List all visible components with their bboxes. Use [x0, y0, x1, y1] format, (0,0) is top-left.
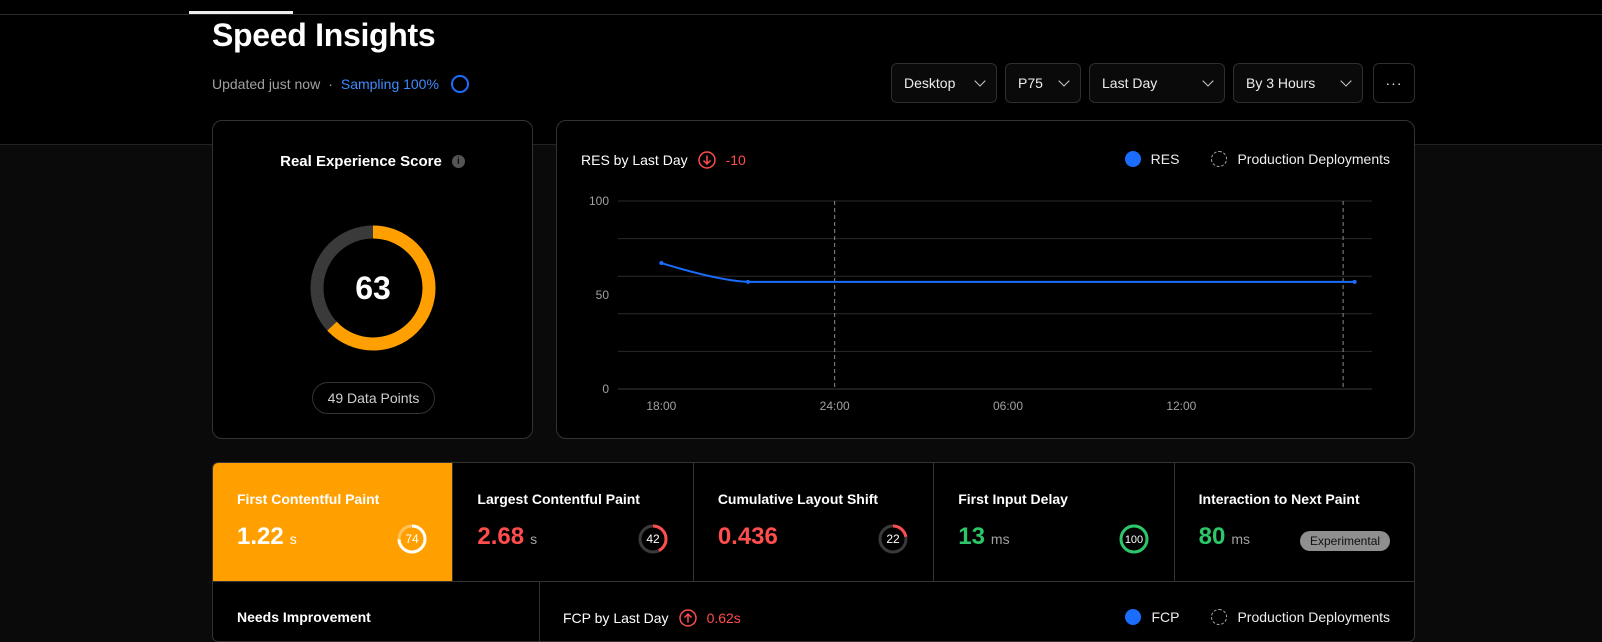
experimental-badge: Experimental — [1300, 531, 1391, 551]
score-value: 63 — [355, 269, 391, 306]
metric-fid[interactable]: First Input Delay 13 ms 100 — [934, 463, 1175, 581]
chevron-down-icon — [974, 75, 986, 87]
fcp-delta: 0.62s — [706, 610, 741, 626]
score-gauge — [310, 225, 436, 351]
data-point — [746, 279, 750, 284]
percentile-dropdown-label: P75 — [1018, 75, 1043, 91]
separator: · — [328, 76, 333, 92]
legend-deployments-swatch[interactable] — [1211, 609, 1228, 625]
mini-ring-score: 22 — [887, 532, 901, 546]
data-point — [1352, 279, 1357, 284]
res-chart: 100 50 0 18:00 24:00 06:00 12:00 — [589, 194, 1372, 413]
y-tick-label: 0 — [602, 382, 609, 396]
mini-ring-score: 42 — [646, 532, 660, 546]
score-card-title: Real Experience Score i — [213, 153, 532, 170]
fcp-legend: FCP Production Deployments — [1125, 609, 1390, 625]
legend-deployments-swatch[interactable] — [1211, 151, 1228, 167]
x-tick-label: 12:00 — [1166, 399, 1196, 413]
series-line-res — [661, 262, 1355, 283]
granularity-dropdown-label: By 3 Hours — [1246, 75, 1316, 91]
granularity-dropdown[interactable]: By 3 Hours — [1233, 63, 1363, 103]
metric-cls[interactable]: Cumulative Layout Shift 0.436 22 — [694, 463, 935, 581]
sampling-ring-icon — [450, 75, 469, 93]
metric-score-ring: 22 — [878, 524, 908, 554]
y-tick-label: 50 — [596, 288, 610, 302]
metric-name: Interaction to Next Paint — [1198, 491, 1360, 507]
legend-res-label[interactable]: RES — [1150, 151, 1180, 167]
legend-deployments-label[interactable]: Production Deployments — [1237, 609, 1390, 625]
metric-name: Cumulative Layout Shift — [717, 491, 879, 507]
updated-text: Updated just now — [212, 76, 321, 92]
arrow-down-circle-icon — [697, 151, 716, 169]
chevron-down-icon — [1202, 75, 1214, 87]
legend-fcp-swatch[interactable] — [1125, 609, 1142, 625]
metric-value: 0.436 — [717, 523, 778, 550]
needs-improvement-label: Needs Improvement — [237, 609, 371, 625]
timerange-dropdown-label: Last Day — [1102, 75, 1158, 91]
tab-underline — [0, 14, 1602, 15]
metric-score-ring: 74 — [397, 524, 427, 554]
score-card-title-text: Real Experience Score — [280, 153, 442, 170]
metric-name: First Contentful Paint — [237, 491, 380, 507]
metric-score-ring: 42 — [638, 524, 668, 554]
metric-name: Largest Contentful Paint — [477, 491, 640, 507]
x-tick-label: 24:00 — [820, 399, 850, 413]
metric-lcp[interactable]: Largest Contentful Paint 2.68 s 42 — [453, 463, 694, 581]
chart-header: RES by Last Day -10 — [581, 151, 746, 169]
metric-fcp[interactable]: First Contentful Paint 1.22 s 74 — [213, 463, 454, 581]
status-line: Updated just now · Sampling 100% — [212, 75, 469, 93]
chart-title: RES by Last Day — [581, 152, 688, 168]
legend-res-swatch[interactable] — [1124, 151, 1141, 167]
percentile-dropdown[interactable]: P75 — [1005, 63, 1081, 103]
x-tick-label: 06:00 — [993, 399, 1023, 413]
mini-ring-score: 74 — [406, 532, 420, 546]
legend-fcp-label[interactable]: FCP — [1151, 609, 1180, 625]
metrics-panel: First Contentful Paint 1.22 s 74 Largest … — [212, 462, 1415, 642]
metric-inp[interactable]: Interaction to Next Paint 80 ms Experimen… — [1175, 463, 1414, 581]
arrow-up-circle-icon — [678, 609, 697, 627]
data-points-pill: 49 Data Points — [312, 382, 435, 414]
gauge-arc — [310, 225, 436, 351]
divider — [539, 581, 540, 641]
metrics-row: First Contentful Paint 1.22 s 74 Largest … — [213, 463, 1414, 582]
mini-ring-score: 100 — [1124, 534, 1142, 546]
legend-deployments-label[interactable]: Production Deployments — [1237, 151, 1390, 167]
detail-row: Needs Improvement FCP by Last Day 0.62s … — [213, 581, 1414, 641]
chart-legend: RES Production Deployments — [1124, 151, 1390, 167]
x-tick-label: 18:00 — [646, 399, 676, 413]
active-tab-indicator — [189, 11, 293, 14]
mini-ring-arc — [1119, 524, 1149, 554]
metric-name: First Input Delay — [958, 491, 1068, 507]
filter-bar: Desktop P75 Last Day By 3 Hours — [891, 63, 1363, 103]
y-tick-label: 100 — [589, 194, 609, 208]
device-dropdown-label: Desktop — [904, 75, 956, 91]
score-card: Real Experience Score i 63 49 Data Point… — [212, 120, 533, 439]
fcp-chart-title: FCP by Last Day — [563, 610, 669, 626]
more-options-button[interactable]: ··· — [1373, 63, 1415, 103]
mini-ring-arc — [397, 524, 427, 554]
device-dropdown[interactable]: Desktop — [891, 63, 997, 103]
mini-ring-arc — [878, 524, 908, 554]
data-point — [659, 261, 664, 266]
metric-value: 80 ms — [1198, 523, 1250, 550]
chevron-down-icon — [1340, 75, 1352, 87]
metric-value: 13 ms — [958, 523, 1010, 550]
chart-delta: -10 — [725, 152, 746, 168]
chevron-down-icon — [1058, 75, 1070, 87]
page-title: Speed Insights — [212, 17, 436, 53]
info-icon[interactable]: i — [451, 155, 465, 168]
sampling-link[interactable]: Sampling 100% — [340, 76, 439, 92]
fcp-chart-header: FCP by Last Day 0.62s — [563, 609, 741, 627]
metric-value: 1.22 s — [237, 523, 297, 550]
metric-score-ring: 100 — [1119, 524, 1149, 554]
res-chart-card: 100 50 0 18:00 24:00 06:00 12:00 RES by Last D… — [556, 120, 1415, 439]
metric-value: 2.68 s — [477, 523, 538, 550]
timerange-dropdown[interactable]: Last Day — [1089, 63, 1225, 103]
mini-ring-arc — [638, 524, 668, 554]
